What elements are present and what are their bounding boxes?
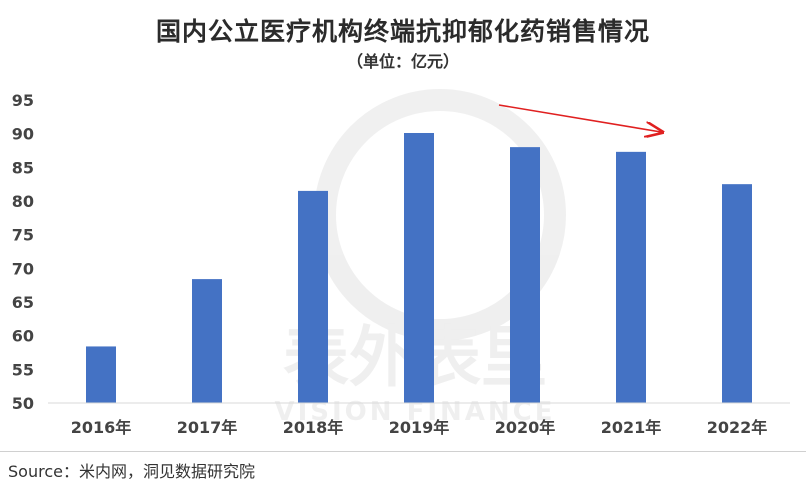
- x-tick-label: 2020年: [495, 418, 556, 437]
- y-tick-label: 75: [12, 226, 34, 245]
- x-tick-label: 2016年: [71, 418, 132, 437]
- bar-2018年: [298, 190, 328, 403]
- y-tick-label: 55: [12, 360, 34, 379]
- x-tick-label: 2017年: [177, 418, 238, 437]
- chart-subtitle: （单位：亿元）: [346, 52, 459, 71]
- y-tick-label: 90: [12, 125, 34, 144]
- bar-2022年: [722, 184, 752, 403]
- y-tick-label: 70: [12, 259, 34, 278]
- bar-2016年: [86, 346, 116, 403]
- trend-arrow: [498, 104, 661, 132]
- bar-chart: 表外表里 VISION FINANCE 50556065707580859095…: [12, 89, 790, 437]
- bar-2020年: [510, 147, 540, 403]
- bar-2019年: [404, 132, 434, 403]
- chart-title: 国内公立医疗机构终端抗抑郁化药销售情况: [155, 17, 650, 46]
- y-tick-label: 50: [12, 394, 34, 413]
- x-tick-label: 2021年: [601, 418, 662, 437]
- bar-2021年: [616, 151, 646, 403]
- source-divider: [0, 451, 806, 452]
- bar-2017年: [192, 279, 222, 403]
- y-tick-label: 85: [12, 158, 34, 177]
- y-tick-label: 80: [12, 192, 34, 211]
- x-tick-label: 2019年: [389, 418, 450, 437]
- y-tick-label: 60: [12, 327, 34, 346]
- y-tick-label: 95: [12, 91, 34, 110]
- x-tick-label: 2022年: [707, 418, 768, 437]
- source-note: Source：米内网，洞见数据研究院: [8, 462, 255, 481]
- x-tick-label: 2018年: [283, 418, 344, 437]
- y-tick-label: 65: [12, 293, 34, 312]
